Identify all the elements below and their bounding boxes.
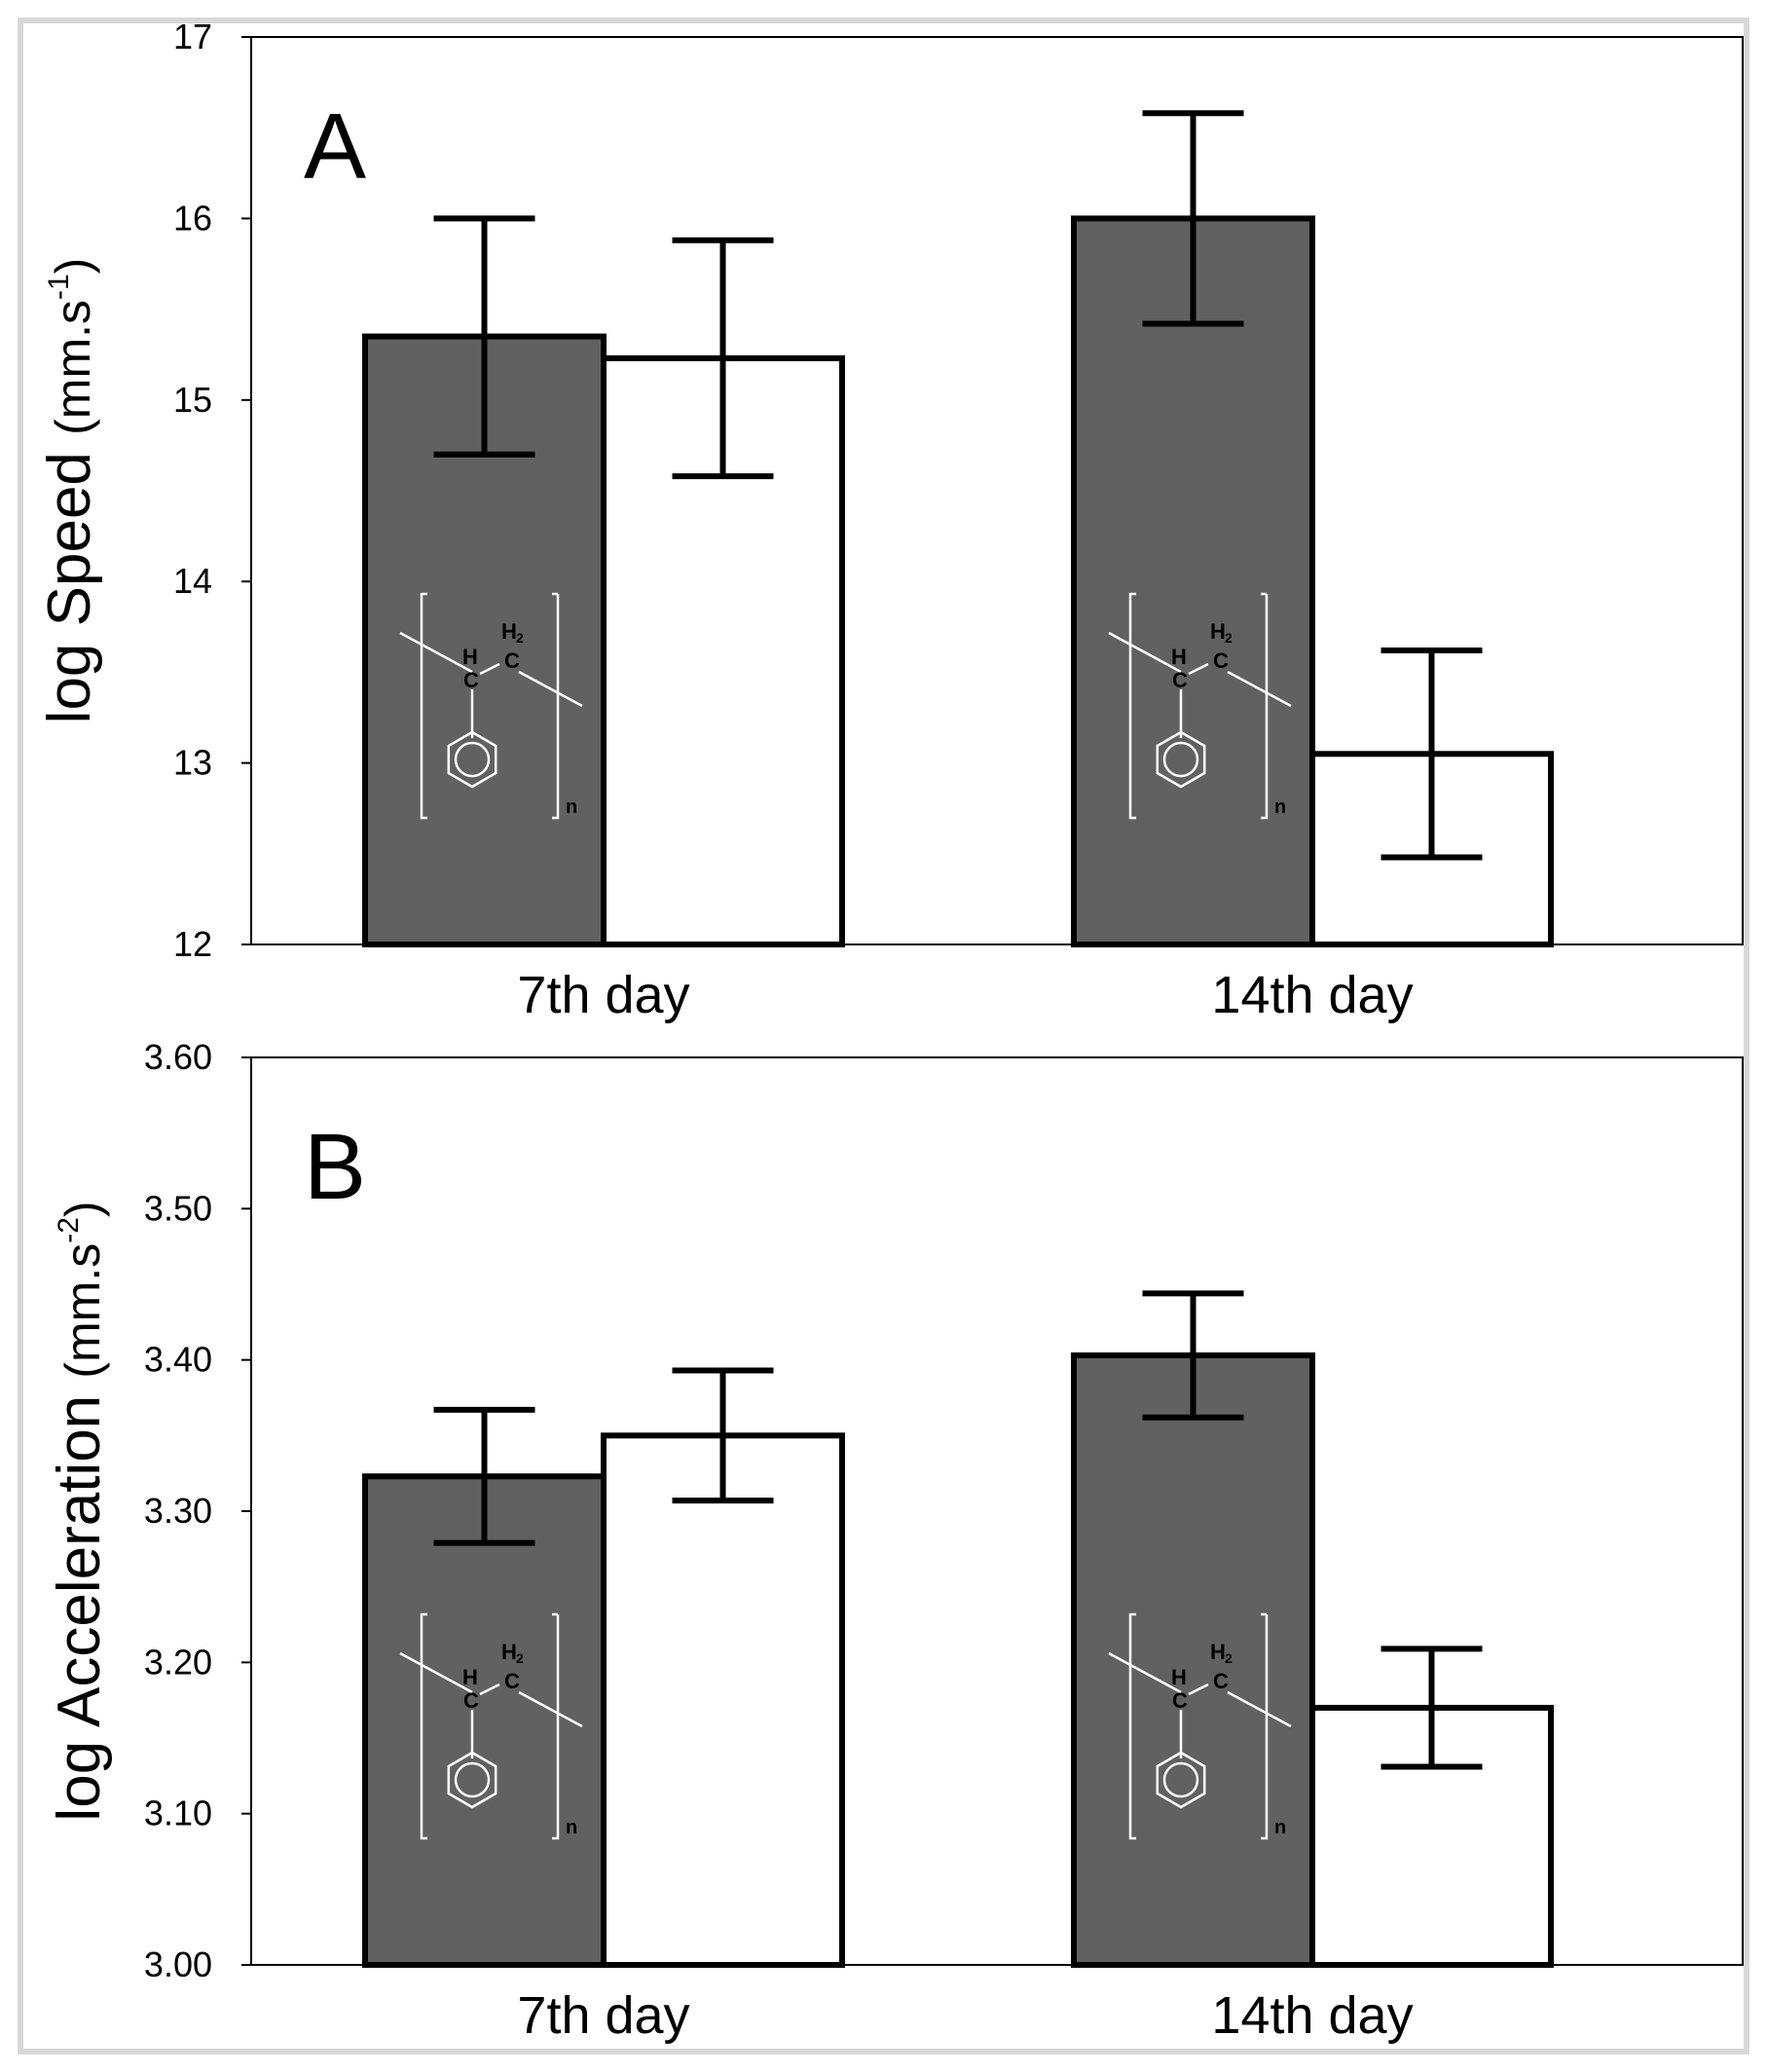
svg-text:n: n (1274, 1817, 1286, 1838)
x-category-label: 14th day (1211, 1986, 1413, 2045)
error-bar (1380, 648, 1483, 861)
error-bar (672, 237, 774, 480)
y-tick-label: 13 (173, 743, 212, 783)
svg-text:H: H (462, 1665, 478, 1689)
svg-text:C: C (463, 668, 479, 692)
y-tick-label: 3.60 (144, 1037, 212, 1077)
svg-text:H: H (1171, 645, 1187, 669)
y-tick-label: 3.50 (144, 1188, 212, 1228)
svg-text:2: 2 (1225, 630, 1233, 646)
y-tick-label: 3.40 (144, 1340, 212, 1380)
svg-text:C: C (504, 648, 520, 673)
y-tick-label: 17 (173, 17, 212, 56)
error-bar (1142, 1290, 1244, 1421)
x-category-label: 7th day (517, 966, 689, 1024)
y-tick-label: 3.00 (144, 1944, 212, 1984)
polystyrene-structure-icon: HCH 2Cn (399, 592, 583, 820)
svg-text:n: n (566, 796, 577, 818)
svg-text:H: H (1210, 1640, 1226, 1664)
svg-text:C: C (463, 1688, 479, 1713)
svg-text:H: H (1210, 619, 1226, 644)
y-axis-label: log Speed (mm.s-1) (36, 258, 103, 724)
error-bar (433, 1406, 535, 1546)
svg-text:C: C (1213, 1669, 1229, 1693)
error-bar (672, 1367, 774, 1504)
y-tick-label: 16 (173, 198, 212, 238)
svg-text:H: H (501, 1640, 517, 1664)
y-tick-label: 14 (173, 561, 212, 601)
error-bar (433, 215, 535, 458)
panel-letter: A (304, 94, 366, 199)
bar-control-7th-day (601, 1432, 845, 1969)
error-bar (1142, 110, 1244, 327)
svg-text:C: C (1172, 668, 1188, 692)
svg-text:n: n (566, 1817, 577, 1838)
plot-area-frame (250, 36, 1744, 945)
svg-text:H: H (462, 645, 478, 669)
svg-text:C: C (1213, 648, 1229, 673)
y-tick-label: 12 (173, 924, 212, 964)
bar-treated-14th-day (1071, 1352, 1315, 1969)
figure-frame (18, 18, 1749, 2054)
y-axis-label: log Acceleration (mm.s-2) (46, 1201, 113, 1821)
bar-treated-7th-day (362, 1473, 607, 1968)
svg-text:2: 2 (516, 630, 524, 646)
polystyrene-structure-icon: HCH 2Cn (399, 1612, 583, 1840)
svg-text:2: 2 (516, 1650, 524, 1666)
y-tick-label: 3.20 (144, 1642, 212, 1682)
bar-treated-14th-day (1071, 215, 1315, 947)
y-tick-label: 3.10 (144, 1794, 212, 1833)
x-category-label: 14th day (1211, 966, 1413, 1024)
svg-text:C: C (1172, 1688, 1188, 1713)
y-tick-label: 15 (173, 380, 212, 420)
panel-letter: B (304, 1115, 366, 1219)
svg-text:H: H (501, 619, 517, 644)
error-bar (1380, 1646, 1483, 1770)
svg-text:C: C (504, 1669, 520, 1693)
polystyrene-structure-icon: HCH 2Cn (1108, 1612, 1292, 1840)
svg-text:2: 2 (1225, 1650, 1233, 1666)
y-tick-label: 3.30 (144, 1491, 212, 1531)
x-category-label: 7th day (517, 1986, 689, 2045)
polystyrene-structure-icon: HCH 2Cn (1108, 592, 1292, 820)
svg-text:H: H (1171, 1665, 1187, 1689)
svg-text:n: n (1274, 796, 1286, 818)
